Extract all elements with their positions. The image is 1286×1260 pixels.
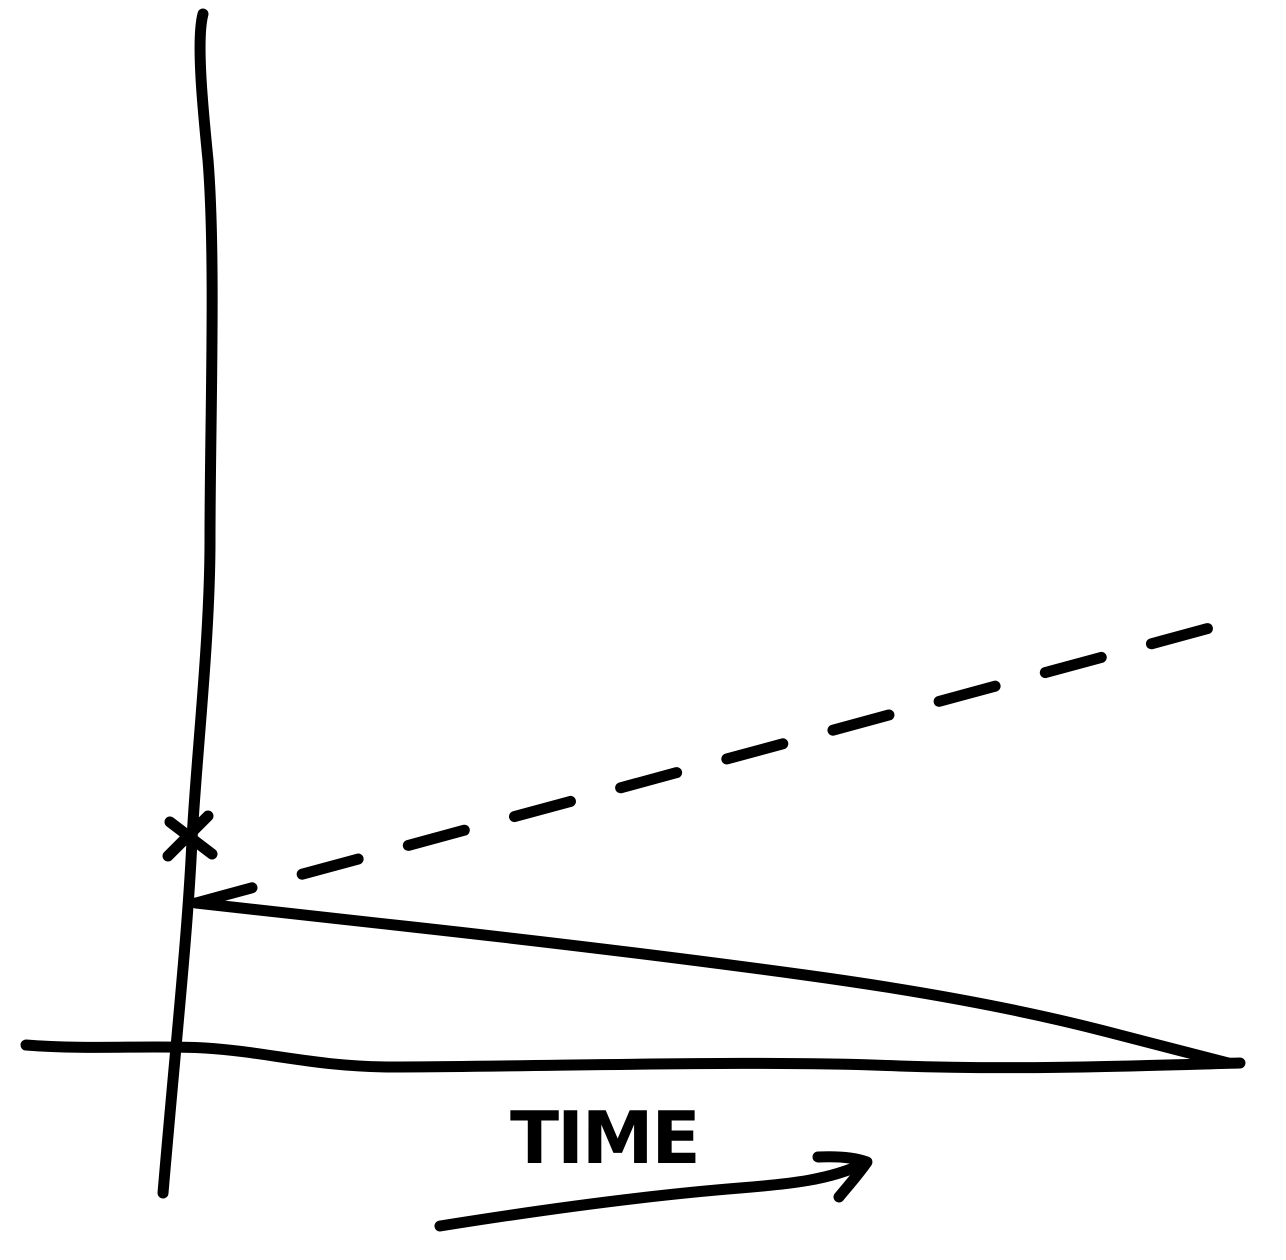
start-point-marker [162, 810, 218, 862]
x-axis-label: TIME [510, 1096, 699, 1180]
series-layer [190, 617, 1234, 1069]
series-line-1-dashed [190, 617, 1234, 909]
x-axis-direction-arrow [434, 1151, 873, 1232]
y-axis [157, 8, 218, 1199]
arrow-head [812, 1151, 873, 1203]
x-axis [20, 1039, 1246, 1074]
start-marker-stroke [162, 810, 214, 862]
series-line-2-solid [190, 897, 1234, 1069]
arrow-shaft [434, 1157, 871, 1232]
